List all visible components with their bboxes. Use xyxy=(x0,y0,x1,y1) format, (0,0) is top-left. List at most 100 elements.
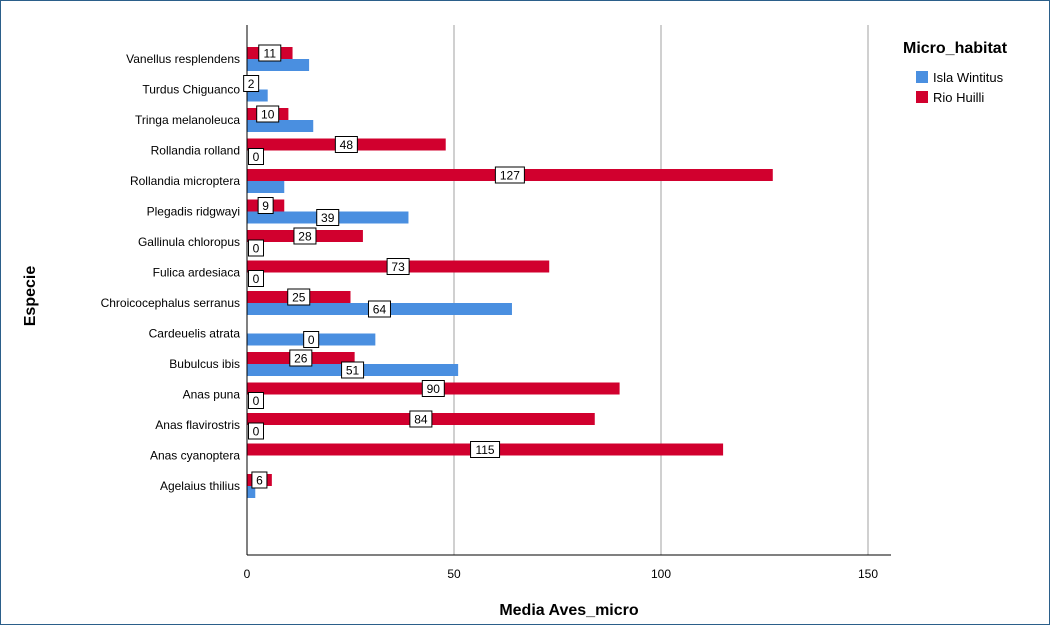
y-tick-label-anas-cyanoptera: Anas cyanoptera xyxy=(150,449,240,463)
data-label-isla-wintitus-plegadis-ridgwayi: 39 xyxy=(316,209,340,226)
data-label-box xyxy=(243,75,260,92)
legend-swatch-rio-huilli xyxy=(916,91,928,103)
y-tick-label-chroicocephalus-serranus: Chroicocephalus serranus xyxy=(101,296,240,310)
legend-label-isla-wintitus: Isla Wintitus xyxy=(933,70,1004,85)
data-label-rio-huilli-anas-flavirostris: 84 xyxy=(409,410,433,428)
data-label-rio-huilli-turdus-chiguanco: 2 xyxy=(243,75,260,92)
data-label-text: 51 xyxy=(346,364,360,378)
data-label-text: 0 xyxy=(253,150,260,164)
data-label-box xyxy=(421,380,445,397)
data-label-box xyxy=(303,331,320,348)
data-label-box xyxy=(334,136,358,153)
data-label-isla-wintitus-anas-flavirostris: 0 xyxy=(248,422,264,440)
data-label-box xyxy=(386,258,410,275)
data-label-isla-wintitus-gallinula-chloropus: 0 xyxy=(248,239,264,257)
bars xyxy=(247,47,773,498)
data-label-text: 10 xyxy=(261,108,275,122)
x-axis-title: Media Aves_micro xyxy=(499,602,639,619)
bar-isla-wintitus-rollandia-microptera xyxy=(247,181,285,193)
data-label-text: 9 xyxy=(262,199,269,213)
data-label-box xyxy=(409,410,433,428)
data-label-rio-huilli-rollandia-microptera: 127 xyxy=(494,166,525,184)
data-label-text: 84 xyxy=(414,413,428,427)
x-tick-label: 0 xyxy=(244,567,251,581)
legend-swatch-isla-wintitus xyxy=(916,71,928,83)
legend-label-rio-huilli: Rio Huilli xyxy=(933,90,984,105)
data-label-isla-wintitus-rollandia-rolland: 0 xyxy=(248,148,264,165)
data-label-rio-huilli-rollandia-rolland: 48 xyxy=(334,136,358,153)
data-label-text: 90 xyxy=(427,382,441,396)
y-tick-label-fulica-ardesiaca: Fulica ardesiaca xyxy=(153,266,241,280)
data-label-box xyxy=(248,270,264,287)
data-label-box xyxy=(287,288,311,306)
data-label-rio-huilli-agelaius-thilius: 6 xyxy=(251,471,268,489)
data-label-box xyxy=(494,166,525,184)
data-label-box xyxy=(293,227,317,245)
data-label-rio-huilli-anas-cyanoptera: 115 xyxy=(470,441,501,458)
y-tick-label-bubulcus-ibis: Bubulcus ibis xyxy=(169,357,240,371)
data-label-text: 115 xyxy=(475,443,494,457)
data-label-text: 0 xyxy=(253,425,260,439)
data-label-text: 0 xyxy=(253,242,260,256)
data-label-box xyxy=(341,361,365,379)
data-label-box xyxy=(248,422,264,440)
legend: Micro_habitat Isla Wintitus Rio Huilli xyxy=(903,40,1008,105)
data-label-isla-wintitus-bubulcus-ibis: 51 xyxy=(341,361,365,379)
bar-isla-wintitus-agelaius-thilius xyxy=(247,486,256,498)
y-tick-label-gallinula-chloropus: Gallinula chloropus xyxy=(138,235,240,249)
data-label-rio-huilli-anas-puna: 90 xyxy=(421,380,445,397)
data-label-box xyxy=(470,441,501,458)
data-label-box xyxy=(251,471,268,489)
y-tick-label-turdus-chiguanco: Turdus Chiguanco xyxy=(142,83,240,97)
data-label-text: 64 xyxy=(373,303,387,317)
x-tick-label: 150 xyxy=(858,567,878,581)
data-label-isla-wintitus-chroicocephalus-serranus: 64 xyxy=(367,300,391,318)
y-tick-label-cardeuelis-atrata: Cardeuelis atrata xyxy=(149,327,241,341)
data-label-box xyxy=(248,148,264,165)
data-label-text: 0 xyxy=(308,333,315,347)
x-tick-label: 100 xyxy=(651,567,671,581)
data-label-box xyxy=(256,105,280,123)
data-label-rio-huilli-plegadis-ridgwayi: 9 xyxy=(257,197,274,214)
bar-isla-wintitus-turdus-chiguanco xyxy=(247,89,268,102)
data-label-text: 0 xyxy=(253,272,260,286)
x-tick-label: 50 xyxy=(447,567,461,581)
grid-lines xyxy=(453,25,869,555)
y-tick-label-agelaius-thilius: Agelaius thilius xyxy=(160,479,240,493)
legend-title: Micro_habitat xyxy=(903,40,1008,57)
data-label-text: 28 xyxy=(298,230,312,244)
bar-isla-wintitus-vanellus-resplendens xyxy=(247,59,310,71)
data-label-text: 11 xyxy=(264,47,277,61)
y-tick-label-rollandia-microptera: Rollandia microptera xyxy=(130,174,240,188)
data-label-box xyxy=(248,392,264,409)
y-tick-label-anas-flavirostris: Anas flavirostris xyxy=(155,418,240,432)
data-label-isla-wintitus-fulica-ardesiaca: 0 xyxy=(248,270,264,287)
y-tick-label-tringa-melanoleuca: Tringa melanoleuca xyxy=(135,113,240,127)
data-label-text: 39 xyxy=(321,211,335,225)
data-label-isla-wintitus-anas-puna: 0 xyxy=(248,392,264,409)
data-label-rio-huilli-gallinula-chloropus: 28 xyxy=(293,227,317,245)
bar-isla-wintitus-tringa-melanoleuca xyxy=(247,120,314,132)
data-label-box xyxy=(258,44,282,62)
data-label-rio-huilli-tringa-melanoleuca: 10 xyxy=(256,105,280,123)
data-label-text: 26 xyxy=(294,352,308,366)
data-label-text: 127 xyxy=(500,169,520,183)
data-label-rio-huilli-vanellus-resplendens: 11 xyxy=(258,44,282,62)
y-tick-label-plegadis-ridgwayi: Plegadis ridgwayi xyxy=(147,205,240,219)
data-label-text: 48 xyxy=(340,138,354,152)
data-label-text: 73 xyxy=(391,260,405,274)
data-label-isla-wintitus-cardeuelis-atrata: 0 xyxy=(303,331,320,348)
data-label-rio-huilli-bubulcus-ibis: 26 xyxy=(289,349,313,367)
y-tick-label-anas-puna: Anas puna xyxy=(183,388,241,402)
data-label-text: 6 xyxy=(256,474,263,488)
y-tick-label-vanellus-resplendens: Vanellus resplendens xyxy=(126,52,240,66)
data-label-rio-huilli-chroicocephalus-serranus: 25 xyxy=(287,288,311,306)
data-label-box xyxy=(316,209,340,226)
data-label-text: 2 xyxy=(248,77,255,91)
data-label-box xyxy=(257,197,274,214)
data-label-box xyxy=(248,239,264,257)
